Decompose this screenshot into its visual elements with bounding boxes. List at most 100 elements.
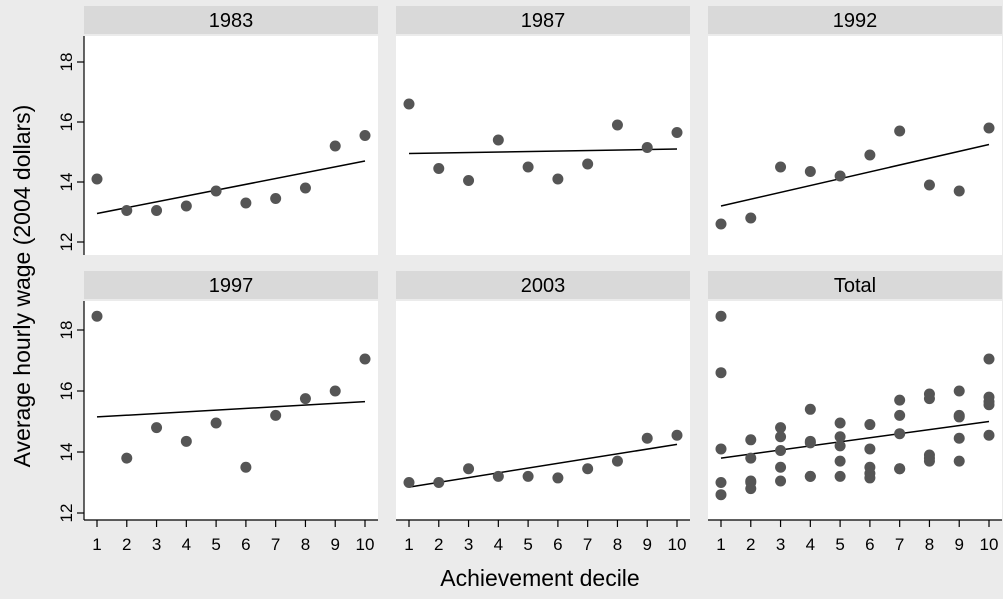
panel-title: Total xyxy=(834,275,876,297)
data-point xyxy=(151,205,163,216)
fit-line xyxy=(96,160,366,215)
data-point xyxy=(804,166,816,177)
panel-title: 1987 xyxy=(521,10,566,32)
x-tick-label: 5 xyxy=(523,535,532,554)
x-tick-label: 8 xyxy=(925,535,934,554)
x-tick-label: 1 xyxy=(404,535,413,554)
data-point xyxy=(492,134,504,146)
data-point xyxy=(864,472,876,484)
data-point xyxy=(923,455,935,467)
data-point xyxy=(894,409,906,421)
x-tick-label: 6 xyxy=(865,535,874,554)
y-tick-label: 12 xyxy=(57,233,76,252)
data-point xyxy=(270,193,282,204)
data-point xyxy=(151,422,163,434)
x-tick-label: 6 xyxy=(241,535,250,554)
panel-title: 1992 xyxy=(833,10,878,32)
data-point xyxy=(894,463,906,475)
data-point xyxy=(864,419,876,431)
plot-area xyxy=(708,301,1002,520)
plot-area xyxy=(84,301,378,520)
x-tick-label: 10 xyxy=(980,535,999,554)
data-point xyxy=(240,197,252,209)
data-point xyxy=(552,173,564,185)
data-point xyxy=(834,431,846,443)
panel-1992: 1992 xyxy=(708,6,1002,255)
data-point xyxy=(804,437,816,449)
panel-strip xyxy=(708,271,1002,299)
fit-line xyxy=(96,400,366,418)
data-point xyxy=(121,205,133,216)
y-tick-label: 16 xyxy=(57,382,76,401)
data-point xyxy=(864,443,876,455)
y-tick-label: 16 xyxy=(57,113,76,132)
data-point xyxy=(953,432,965,444)
data-point xyxy=(240,461,252,473)
data-point xyxy=(745,483,757,495)
data-point xyxy=(834,470,846,482)
data-point xyxy=(492,470,504,482)
panel-strip xyxy=(396,6,690,34)
data-point xyxy=(715,367,727,379)
panel-total: Total 1 2 3 4 5 6 7 8 9 10 xyxy=(708,271,1002,554)
plot-area xyxy=(396,301,690,520)
data-point xyxy=(953,411,965,423)
x-tick-label: 8 xyxy=(613,535,622,554)
x-tick-label: 1 xyxy=(92,535,101,554)
data-point xyxy=(611,119,623,131)
data-point xyxy=(834,440,846,452)
x-tick-label: 4 xyxy=(494,535,503,554)
x-tick-label: 5 xyxy=(211,535,220,554)
data-point xyxy=(522,161,534,173)
x-tick-label: 10 xyxy=(668,535,687,554)
data-point xyxy=(775,444,787,456)
data-point xyxy=(180,200,192,212)
panel-title: 2003 xyxy=(521,275,566,297)
data-point xyxy=(953,455,965,467)
panel-title: 1983 xyxy=(209,10,254,32)
panel-1987: 1987 xyxy=(396,6,690,255)
data-point xyxy=(804,403,816,415)
x-tick-label: 2 xyxy=(434,535,443,554)
data-point xyxy=(210,185,222,197)
panel-strip xyxy=(708,6,1002,34)
panel-2003: 2003 1 2 3 4 5 6 7 8 9 10 xyxy=(396,271,690,554)
data-point xyxy=(552,472,564,484)
data-point xyxy=(804,470,816,482)
x-tick-label: 7 xyxy=(271,535,280,554)
data-point xyxy=(641,142,653,153)
x-tick-label: 3 xyxy=(776,535,785,554)
x-tick-label: 3 xyxy=(464,535,473,554)
data-point xyxy=(775,161,787,173)
x-tick-label: 2 xyxy=(122,535,131,554)
data-point xyxy=(611,455,623,467)
data-point xyxy=(745,434,757,446)
fit-line xyxy=(408,148,678,155)
data-point xyxy=(463,175,475,186)
data-point xyxy=(715,310,727,322)
data-point xyxy=(463,463,475,475)
x-tick-label: 1 xyxy=(716,535,725,554)
data-point xyxy=(775,431,787,443)
data-point xyxy=(671,429,683,441)
x-tick-label: 3 xyxy=(152,535,161,554)
data-point xyxy=(983,399,995,411)
data-point xyxy=(983,353,995,365)
fit-line xyxy=(408,443,678,488)
data-point xyxy=(894,394,906,406)
plot-area xyxy=(396,36,690,255)
data-point xyxy=(582,158,594,170)
data-point xyxy=(715,477,727,488)
data-point xyxy=(433,477,445,488)
y-tick-label: 14 xyxy=(57,443,76,462)
data-point xyxy=(983,122,995,134)
data-point xyxy=(403,98,415,110)
data-point xyxy=(433,163,445,174)
data-point xyxy=(834,455,846,467)
x-tick-label: 7 xyxy=(895,535,904,554)
data-point xyxy=(864,149,876,161)
data-point xyxy=(894,125,906,137)
data-point xyxy=(329,385,341,397)
